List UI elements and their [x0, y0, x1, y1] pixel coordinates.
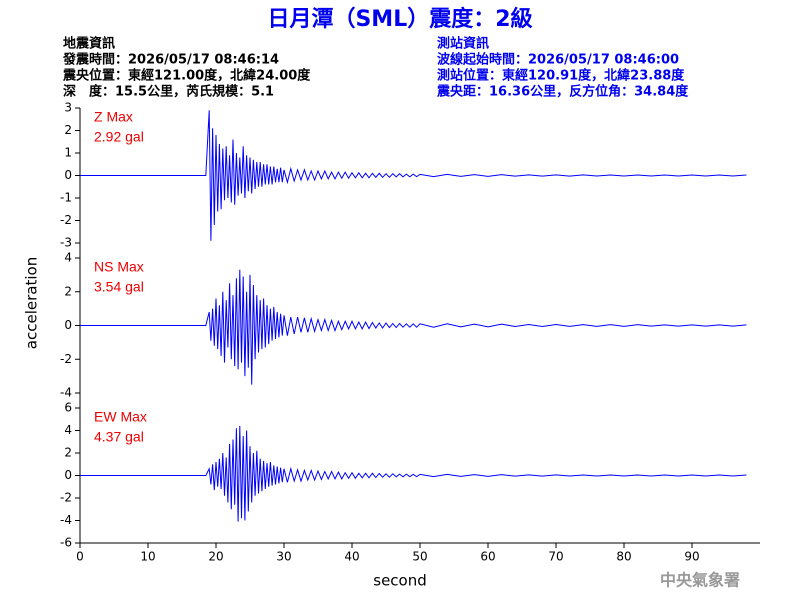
y-tick-label: -4	[60, 386, 72, 400]
y-tick-label: -1	[60, 191, 72, 205]
panel-max: 4.37 gal	[94, 429, 144, 445]
station-info: 測站資訊	[437, 36, 489, 52]
y-axis-label: acceleration	[23, 257, 41, 349]
y-tick-label: 2	[64, 284, 72, 298]
x-tick-label: 10	[140, 550, 155, 564]
y-tick-label: -3	[60, 236, 72, 250]
event-info: 震央位置：東經121.00度，北緯24.00度	[62, 68, 311, 84]
waveform	[80, 110, 747, 241]
station-info: 波線起始時間：2026/05/17 08:46:00	[437, 52, 679, 68]
x-tick-label: 90	[684, 550, 699, 564]
y-tick-label: -4	[60, 513, 72, 527]
x-tick-label: 30	[276, 550, 291, 564]
panel-label: EW Max	[94, 409, 147, 425]
event-info: 深 度：15.5公里，芮氏規模：5.1	[63, 84, 274, 100]
event-info: 地震資訊	[63, 36, 115, 52]
panel-max: 2.92 gal	[94, 129, 144, 145]
y-tick-label: 4	[64, 423, 72, 437]
station-info: 震央距：16.36公里，反方位角：34.84度	[436, 84, 689, 100]
chart-title: 日月潭（SML）震度：2級	[267, 6, 532, 32]
waveform	[80, 269, 747, 385]
y-tick-label: 2	[64, 123, 72, 137]
x-tick-label: 0	[76, 550, 84, 564]
x-axis-label: second	[373, 572, 427, 590]
panel-label: Z Max	[94, 109, 133, 125]
x-tick-label: 40	[344, 550, 359, 564]
y-tick-label: 4	[64, 251, 72, 265]
y-tick-label: -2	[60, 491, 72, 505]
station-info: 測站位置：東經120.91度，北緯23.88度	[437, 68, 685, 84]
y-tick-label: 0	[64, 468, 72, 482]
panel-max: 3.54 gal	[94, 279, 144, 295]
y-tick-label: 3	[64, 101, 72, 115]
y-tick-label: -2	[60, 213, 72, 227]
y-tick-label: 1	[64, 146, 72, 160]
waveform	[80, 425, 747, 522]
x-tick-label: 20	[208, 550, 223, 564]
panel-label: NS Max	[94, 259, 144, 275]
y-tick-label: 0	[64, 318, 72, 332]
x-tick-label: 80	[616, 550, 631, 564]
event-info: 發震時間：2026/05/17 08:46:14	[62, 52, 279, 68]
x-tick-label: 60	[480, 550, 495, 564]
y-tick-label: 0	[64, 168, 72, 182]
y-tick-label: 6	[64, 401, 72, 415]
y-tick-label: -2	[60, 352, 72, 366]
x-tick-label: 70	[548, 550, 563, 564]
x-tick-label: 50	[412, 550, 427, 564]
y-tick-label: -6	[60, 536, 72, 550]
footer: 中央氣象署	[660, 571, 740, 590]
y-tick-label: 2	[64, 446, 72, 460]
